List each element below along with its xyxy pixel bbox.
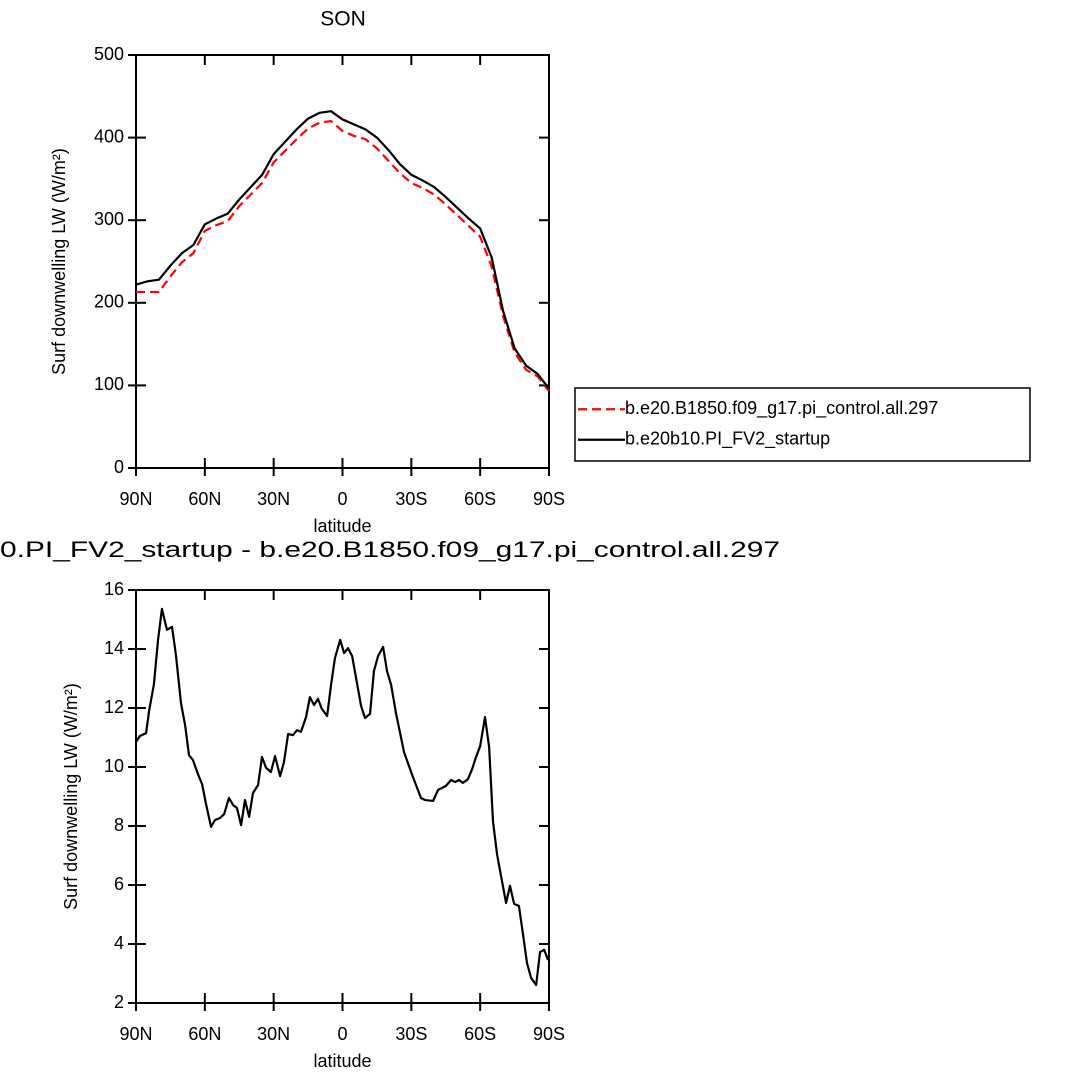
y-tick-label: 12 xyxy=(104,697,124,717)
x-tick-label: 60S xyxy=(464,489,496,509)
legend-box xyxy=(574,387,1031,462)
y-tick-label: 0 xyxy=(114,457,124,477)
x-tick-label: 60N xyxy=(188,1024,221,1044)
x-tick-label: 0 xyxy=(337,1024,347,1044)
y-axis-label: Surf downwelling LW (W/m²) xyxy=(61,683,81,910)
y-tick-label: 300 xyxy=(94,209,124,229)
x-tick-label: 30N xyxy=(257,1024,290,1044)
y-axis-label: Surf downwelling LW (W/m²) xyxy=(49,148,69,375)
y-tick-label: 8 xyxy=(114,815,124,835)
chart-title: SON xyxy=(320,8,366,31)
y-tick-label: 400 xyxy=(94,126,124,146)
y-tick-label: 4 xyxy=(114,933,124,953)
data-line xyxy=(135,607,550,987)
x-tick-label: 90N xyxy=(119,489,152,509)
y-tick-label: 16 xyxy=(104,579,124,599)
x-tick-label: 30N xyxy=(257,489,290,509)
y-tick-label: 200 xyxy=(94,292,124,312)
x-tick-label: 90S xyxy=(533,1024,565,1044)
x-tick-label: 0 xyxy=(337,489,347,509)
legend-label: b.e20.B1850.f09_g17.pi_control.all.297 xyxy=(625,398,938,419)
x-tick-label: 60S xyxy=(464,1024,496,1044)
x-tick-label: 90S xyxy=(533,489,565,509)
data-line xyxy=(135,110,550,390)
y-tick-label: 6 xyxy=(114,874,124,894)
y-tick-label: 10 xyxy=(104,756,124,776)
chart-title: 0.PI_FV2_startup - b.e20.B1850.f09_g17.p… xyxy=(0,537,780,562)
x-axis-label: latitude xyxy=(313,1051,371,1071)
y-tick-label: 2 xyxy=(114,992,124,1012)
x-tick-label: 60N xyxy=(188,489,221,509)
y-tick-label: 100 xyxy=(94,374,124,394)
x-axis-label: latitude xyxy=(313,516,371,536)
data-line xyxy=(136,119,550,392)
y-tick-label: 14 xyxy=(104,638,124,658)
x-tick-label: 30S xyxy=(395,489,427,509)
x-tick-label: 90N xyxy=(119,1024,152,1044)
x-tick-label: 30S xyxy=(395,1024,427,1044)
legend-label: b.e20b10.PI_FV2_startup xyxy=(625,429,830,450)
y-tick-label: 500 xyxy=(94,44,124,64)
